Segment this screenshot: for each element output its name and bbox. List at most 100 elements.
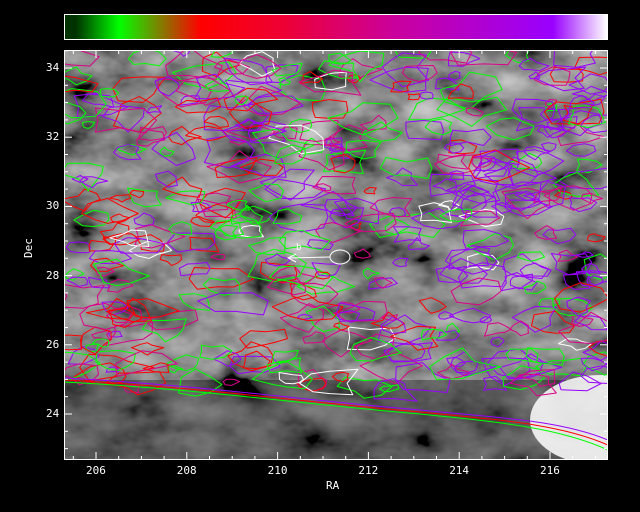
contour-line [109,229,150,247]
contour-line [102,105,145,133]
contour-line [165,354,200,371]
contour-line [197,198,241,219]
svg-text:b: b [296,243,301,253]
x-tick-label: 216 [540,464,560,477]
contour-line [447,83,474,100]
contour-line [226,199,251,211]
contour-line [462,229,509,251]
contour-line [479,316,493,324]
contour-line [394,50,432,59]
contour-line [387,341,426,362]
contour-line [298,69,362,96]
plot-frame [64,50,608,460]
contour-line [407,237,431,251]
contour-line [439,71,503,110]
contour-line [81,197,139,224]
contour-line [582,351,608,376]
bright-region [530,375,608,460]
contour-line [289,283,317,301]
contour-line [460,192,498,218]
contour-line [523,280,547,294]
contour-layer [64,50,608,402]
contour-line [94,107,158,134]
contour-line [359,352,423,385]
contour-line [214,59,250,75]
contour-line [185,125,228,142]
contour-line [373,378,418,402]
contour-line [206,150,272,184]
contour-line [299,119,339,142]
contour-line [323,149,367,175]
contour-line [361,121,403,142]
contour-line [516,251,546,262]
contour-line [105,321,153,347]
contour-line [525,347,565,366]
contour-line [135,234,165,252]
contour-line [373,277,393,289]
contour-line [235,54,282,79]
contour-line [336,302,376,322]
contour-line [179,95,201,106]
contour-line [272,62,303,77]
contour-line [566,296,591,317]
contour-line [311,99,349,119]
contour-line [502,253,550,279]
contour-line [64,188,101,212]
x-tick-label: 210 [267,464,288,477]
contour-line [221,118,287,143]
contour-line [127,50,167,67]
contour-line [106,297,152,322]
contour-line [436,96,507,127]
contour-line [165,190,205,206]
contour-line [587,275,604,286]
contour-line [318,60,359,79]
contour-line [251,360,313,390]
contour-line [64,334,83,351]
y-tick-label: 32 [46,130,60,144]
contour-line [519,262,552,277]
contour-line [109,194,132,203]
contour-line [269,265,334,290]
contour-line [100,88,120,98]
contour-line [446,356,466,367]
contour-line [126,298,180,319]
contour-line [113,144,142,161]
contour-line [259,261,298,283]
contour-line [214,224,239,241]
contour-line [197,292,269,316]
contour-line [491,202,515,214]
contour-line [359,114,387,131]
contour-line [542,227,577,245]
contour-line [199,344,233,360]
contour-line [471,157,515,186]
contour-line [159,254,182,267]
contour-line [65,268,85,281]
contour-line [229,355,281,375]
contour-line [79,302,133,330]
contour-line [266,357,303,374]
contour-line [377,314,432,345]
contour-line [272,208,303,225]
contour-line [420,328,447,341]
contour-line [531,310,576,334]
contour-line [188,267,254,290]
contour-line [223,57,273,86]
contour-line [450,277,502,306]
contour-line [429,173,476,197]
contour-line [307,239,334,251]
contour-line [302,331,326,344]
contour-line [322,329,373,358]
y-tick-label: 24 [46,407,60,420]
contour-line [268,203,329,233]
contour-line [175,74,232,106]
contour-line [312,183,332,192]
y-axis-label: Dec [22,238,35,258]
contour-line [99,222,130,240]
contour-line [558,338,592,351]
y-tick-label: 26 [46,337,60,351]
contour-line [102,233,141,246]
contour-line [315,222,362,243]
contour-line [190,201,212,213]
contour-line [390,80,412,93]
contour-line [534,66,587,92]
